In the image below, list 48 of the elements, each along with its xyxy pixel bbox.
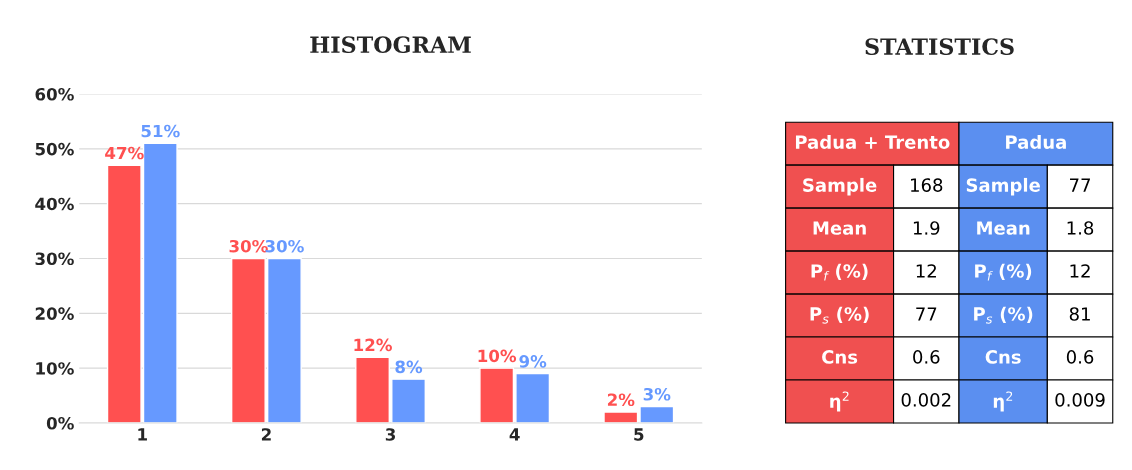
text: 8% (395, 360, 423, 374)
text: 0.6 (1066, 350, 1094, 364)
text: 12 (1070, 264, 1090, 278)
x-tick-label: 1 (138, 428, 147, 441)
x-tick-label: 4 (509, 428, 520, 441)
text: 77 (1070, 178, 1090, 192)
text: 12 (916, 264, 936, 278)
text: η$^{2}$ (993, 391, 1013, 412)
text: η$^{2}$ (830, 391, 849, 412)
text: Cns (822, 350, 858, 364)
text: Padua (1006, 134, 1066, 149)
y-tick-label: 10% (36, 362, 74, 375)
y-tick-label: 30% (35, 252, 74, 266)
text: Sample (966, 177, 1040, 196)
chart-title: HISTOGRAM (310, 36, 471, 54)
text: STATISTICS (865, 38, 1014, 55)
text: P$_{s}$ (%) (974, 306, 1033, 324)
text: 12% (354, 338, 392, 352)
text: P$_{s}$ (%) (810, 306, 869, 324)
y-tick-label: 20% (35, 307, 74, 320)
text: 0.009 (1055, 393, 1105, 407)
text: 81 (1069, 307, 1090, 321)
y-tick-label: 60% (35, 87, 74, 101)
text: Mean (977, 221, 1030, 235)
text: Cns (985, 350, 1021, 364)
text: 77 (916, 307, 937, 321)
text: 9% (519, 355, 547, 368)
y-tick-label: 50% (35, 142, 74, 156)
text: 10% (478, 349, 517, 363)
text: 51% (141, 124, 180, 138)
text: 0.6 (913, 350, 940, 364)
text: Sample (803, 177, 877, 196)
x-tick-label: 2 (261, 428, 271, 441)
text: 47% (105, 146, 144, 160)
y-tick-label: 40% (35, 197, 74, 211)
text: 3% (643, 387, 671, 401)
text: 0.002 (901, 393, 951, 407)
text: P$_{f}$ (%) (811, 263, 868, 281)
x-tick-label: 5 (634, 428, 644, 441)
text: 1.8 (1067, 221, 1094, 235)
x-tick-label: 3 (385, 428, 396, 441)
text: Padua + Trento (795, 134, 950, 149)
text: Mean (813, 221, 866, 235)
text: P$_{f}$ (%) (975, 263, 1032, 281)
text: 2% (607, 393, 635, 407)
text: 1.9 (913, 221, 940, 235)
text: 168 (911, 178, 943, 192)
y-tick-label: 0% (46, 416, 74, 430)
